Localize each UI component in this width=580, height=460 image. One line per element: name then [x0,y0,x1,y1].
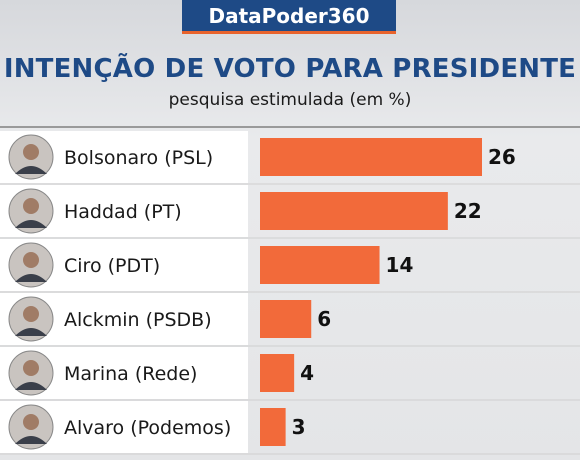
bar [260,354,295,392]
candidate-avatar [8,242,54,288]
data-label: 4 [300,361,314,385]
avatar-body [15,436,47,444]
avatar-body [15,220,47,228]
brand-name: DataPoder360 [208,3,370,28]
avatar-head [23,414,39,430]
data-label: 14 [386,253,414,277]
data-label: 6 [317,307,331,331]
bar [260,246,380,284]
category-label: Bolsonaro (PSL) [64,147,213,169]
category-label: Alckmin (PSDB) [64,309,212,331]
candidate-avatar [8,188,54,234]
bar [260,138,482,176]
avatar-head [23,252,39,268]
category-label: Alvaro (Podemos) [64,417,231,439]
avatar-body [15,328,47,336]
chart-row: Haddad (PT) 22 [0,185,482,237]
category-label: Marina (Rede) [64,363,197,385]
avatar-head [23,360,39,376]
avatar-head [23,198,39,214]
avatar-head [23,144,39,160]
bar [260,300,312,338]
avatar-head [23,306,39,322]
chart-subtitle: pesquisa estimulada (em %) [168,90,412,110]
avatar-body [15,382,47,390]
bar [260,408,286,446]
candidate-avatar [8,134,54,180]
candidate-avatar [8,296,54,342]
avatar-body [15,274,47,282]
category-label: Ciro (PDT) [64,255,160,277]
chart-row: Marina (Rede) 4 [0,347,314,399]
bar [260,192,448,230]
brand-banner: DataPoder360 [182,0,396,34]
chart-row: Alckmin (PSDB) 6 [0,293,331,345]
data-label: 22 [454,199,482,223]
chart-title: INTENÇÃO DE VOTO PARA PRESIDENTE [3,54,577,84]
chart-row: Ciro (PDT) 14 [0,239,413,291]
avatar-body [15,166,47,174]
data-label: 3 [292,415,306,439]
candidate-avatar [8,404,54,450]
chart-row: Alvaro (Podemos) 3 [0,401,306,453]
data-label: 26 [488,145,516,169]
header-divider [0,126,580,128]
category-label: Haddad (PT) [64,201,182,223]
chart-row: Bolsonaro (PSL) 26 [0,131,516,183]
candidate-avatar [8,350,54,396]
